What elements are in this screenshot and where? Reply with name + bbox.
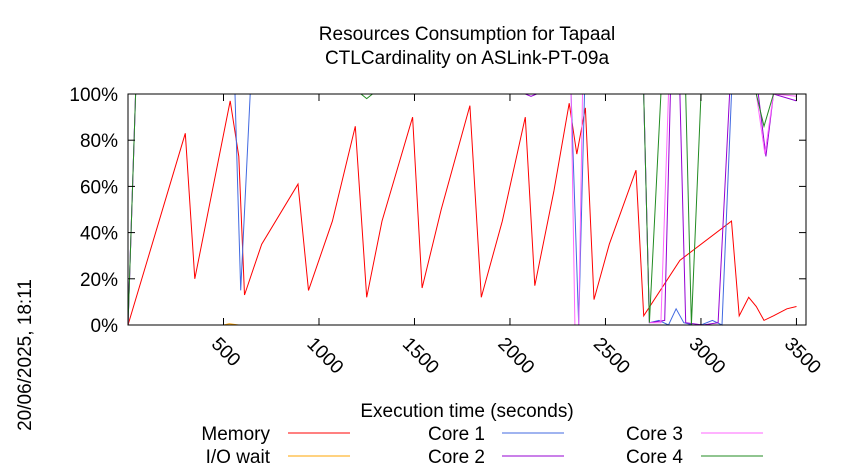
series-line-core-4: [127, 93, 797, 326]
legend-label: Core 1: [428, 424, 485, 445]
series-line-memory: [127, 100, 797, 326]
y-tick-label: 80%: [80, 131, 118, 152]
y-tick-label: 60%: [80, 177, 118, 198]
x-tick-label: 3500: [780, 334, 825, 379]
x-axis-label: Execution time (seconds): [360, 401, 573, 422]
y-tick-label: 20%: [80, 270, 118, 291]
legend-label: Memory: [201, 424, 270, 445]
plot-frame: [127, 93, 807, 326]
legend-label: Core 2: [428, 447, 485, 468]
legend-label: Core 3: [626, 424, 683, 445]
x-tick-label: 2500: [589, 334, 634, 379]
series-layer: [127, 93, 797, 326]
x-tick-label: 1500: [398, 334, 443, 379]
x-tick-label: 500: [207, 334, 244, 371]
chart-title-line2: CTLCardinality on ASLink-PT-09a: [325, 48, 610, 69]
date-stamp: 20/06/2025, 18:11: [15, 279, 36, 431]
axis-ticks: 0% 20% 40% 60% 80% 100% 500 1000 1500 2000 2500 300…: [69, 85, 824, 378]
legend-label: I/O wait: [206, 447, 271, 468]
x-tick-label: 3000: [684, 334, 729, 379]
y-tick-label: 0%: [91, 316, 119, 337]
chart-title-line1: Resources Consumption for Tapaal: [319, 24, 615, 45]
y-tick-label: 100%: [69, 85, 118, 106]
x-tick-label: 2000: [493, 334, 538, 379]
y-tick-label: 40%: [80, 224, 118, 245]
x-tick-label: 1000: [302, 334, 347, 379]
legend-label: Core 4: [626, 447, 683, 468]
